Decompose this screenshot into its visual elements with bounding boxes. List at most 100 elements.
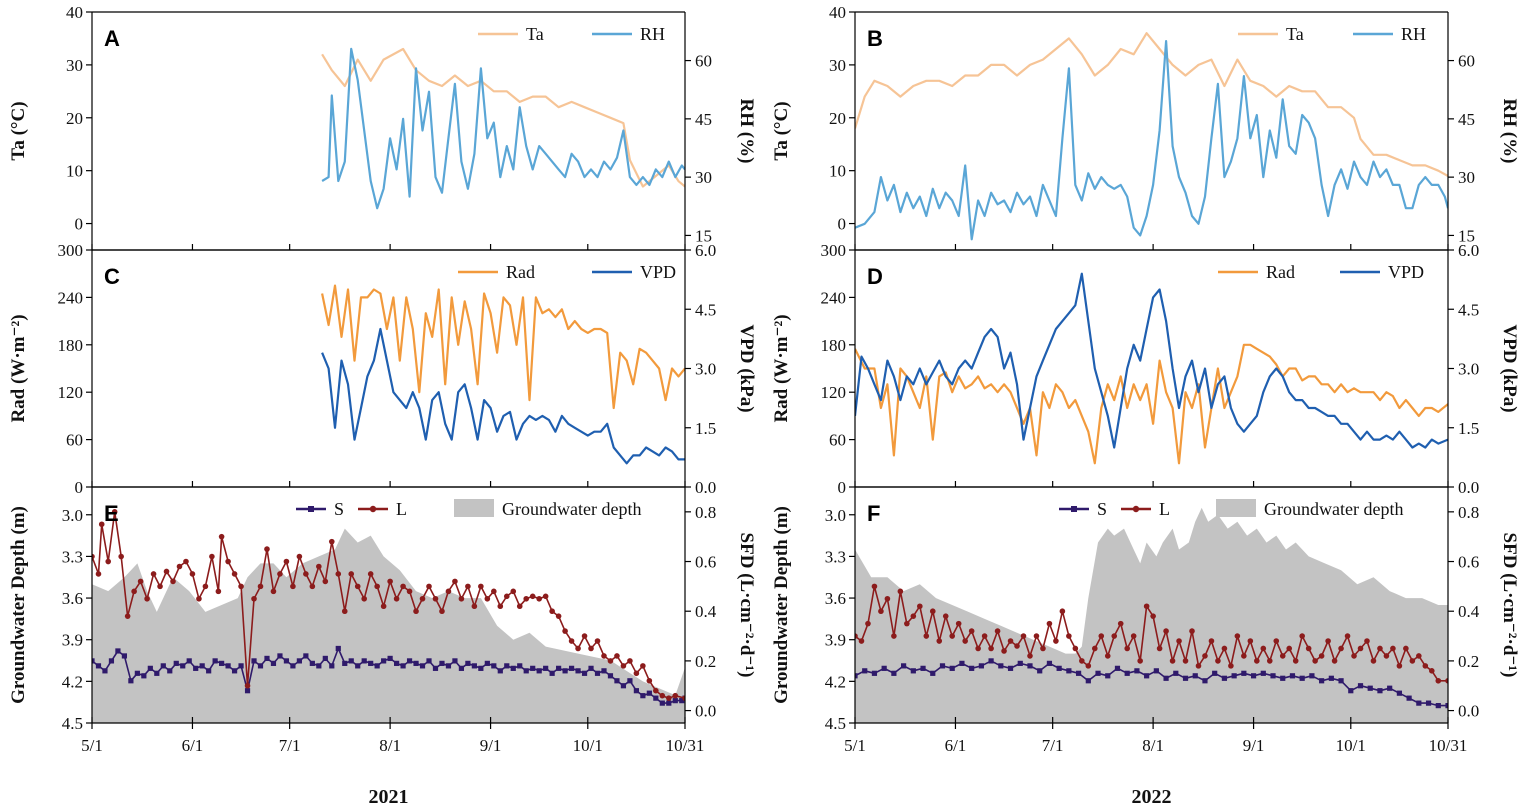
legend-label-s-E: S bbox=[334, 499, 344, 519]
series-s-point-E-46 bbox=[387, 655, 393, 662]
left-tick-label-F-5: 4.5 bbox=[825, 714, 846, 733]
series-s-point-F-8 bbox=[930, 670, 936, 676]
series-s-point-E-84 bbox=[633, 688, 639, 694]
series-s-point-F-55 bbox=[1387, 685, 1393, 691]
series-l-point-F-83 bbox=[1390, 645, 1396, 652]
series-s-point-E-59 bbox=[471, 663, 477, 669]
series-s-point-E-31 bbox=[290, 663, 296, 669]
right-tick-label-C-0: 0.0 bbox=[695, 478, 716, 497]
right-tick-label-A-1: 30 bbox=[695, 168, 712, 187]
x-tick-label-0-4: 9/1 bbox=[480, 736, 502, 755]
series-l-point-F-35 bbox=[1079, 658, 1085, 664]
legend-label-s-F: S bbox=[1097, 499, 1107, 519]
left-tick-label-D-2: 120 bbox=[821, 383, 847, 402]
series-s-point-E-88 bbox=[659, 700, 665, 706]
series-l-point-E-62 bbox=[484, 595, 491, 602]
series-s-point-E-49 bbox=[406, 658, 413, 664]
right-axis-label-D: VPD (kPa) bbox=[1499, 324, 1520, 412]
legend-swatch-groundwater-depth-E bbox=[454, 499, 494, 517]
series-s-point-E-8 bbox=[141, 673, 147, 679]
right-tick-label-A-3: 60 bbox=[695, 52, 712, 71]
series-s-point-E-37 bbox=[329, 663, 335, 669]
series-l-point-F-34 bbox=[1072, 645, 1079, 652]
series-s-point-F-58 bbox=[1416, 700, 1422, 706]
series-s-point-E-14 bbox=[180, 663, 186, 669]
series-s-point-E-66 bbox=[517, 663, 523, 669]
series-s-point-E-42 bbox=[361, 658, 367, 664]
panel-B: 0 10 20 30 40 15 30 45 60 Ta (°C) RH (%) B Ta RH bbox=[771, 3, 1520, 251]
series-l-point-E-55 bbox=[439, 608, 445, 615]
left-tick-label-E-1: 3.3 bbox=[62, 547, 83, 566]
series-l-point-F-2 bbox=[865, 620, 871, 627]
series-s-point-F-23 bbox=[1075, 670, 1082, 676]
left-tick-label-B-4: 40 bbox=[829, 3, 846, 22]
series-s-point-E-89 bbox=[666, 700, 672, 706]
series-l-point-F-14 bbox=[942, 613, 949, 619]
series-s-point-E-58 bbox=[465, 660, 471, 666]
left-tick-label-C-1: 60 bbox=[66, 431, 83, 450]
series-l-point-F-1 bbox=[858, 638, 865, 644]
series-s-point-E-90 bbox=[672, 698, 678, 704]
series-l-point-F-44 bbox=[1137, 658, 1143, 664]
left-tick-label-D-3: 180 bbox=[821, 336, 847, 355]
left-tick-label-B-0: 0 bbox=[838, 215, 847, 234]
series-l-point-F-11 bbox=[923, 633, 930, 639]
plot-area-B bbox=[855, 32, 1448, 241]
series-l-point-E-40 bbox=[341, 608, 348, 615]
series-s-point-E-53 bbox=[432, 665, 439, 671]
series-s-point-F-43 bbox=[1270, 673, 1276, 679]
series-l-point-E-46 bbox=[380, 603, 387, 610]
left-tick-label-C-4: 240 bbox=[58, 288, 84, 307]
right-axis-label-F: SFD (L·cm⁻²·d⁻¹) bbox=[1499, 533, 1520, 678]
left-axis-label-F: Groundwater Depth (m) bbox=[771, 506, 792, 704]
left-tick-label-C-0: 0 bbox=[75, 478, 84, 497]
series-l-point-F-90 bbox=[1435, 677, 1442, 684]
series-l-point-E-90 bbox=[665, 695, 672, 701]
series-l-point-E-52 bbox=[419, 595, 426, 602]
series-l-point-F-57 bbox=[1221, 645, 1228, 652]
series-l-point-F-64 bbox=[1266, 658, 1273, 664]
panel-F: 3.0 3.3 3.6 3.9 4.2 4.5 0.0 0.2 0.4 0.6 0.8 Groundw… bbox=[771, 486, 1520, 733]
panel-D: 0 60 120 180 240 300 0.0 1.5 3.0 4.5 6.0 Rad (W·m⁻²… bbox=[771, 241, 1520, 497]
series-l-point-F-49 bbox=[1169, 658, 1176, 664]
series-s-point-F-27 bbox=[1114, 665, 1121, 671]
series-s-point-F-7 bbox=[920, 665, 926, 671]
series-l-point-E-66 bbox=[510, 588, 517, 595]
right-tick-label-B-2: 45 bbox=[1458, 110, 1475, 129]
series-s-point-E-30 bbox=[283, 658, 290, 664]
left-axis-label-D: Rad (W·m⁻²) bbox=[771, 314, 792, 422]
series-l-point-E-7 bbox=[131, 588, 137, 595]
series-s-point-E-47 bbox=[394, 660, 400, 666]
series-l-point-F-67 bbox=[1286, 645, 1293, 652]
left-tick-label-F-4: 4.2 bbox=[825, 672, 846, 691]
left-tick-label-D-1: 60 bbox=[829, 431, 846, 450]
series-l-point-E-11 bbox=[157, 583, 163, 590]
series-l-point-E-51 bbox=[413, 608, 419, 615]
series-l-point-E-59 bbox=[465, 583, 471, 590]
left-tick-label-C-5: 300 bbox=[58, 241, 84, 260]
series-l-point-E-36 bbox=[316, 563, 322, 570]
series-s-point-F-2 bbox=[871, 670, 878, 676]
series-l-point-F-41 bbox=[1117, 620, 1124, 627]
series-l-point-F-86 bbox=[1409, 658, 1416, 664]
series-l-point-E-2 bbox=[98, 521, 105, 528]
left-tick-label-E-2: 3.6 bbox=[62, 589, 83, 608]
series-s-point-E-29 bbox=[277, 653, 283, 659]
right-axis-label-C: VPD (kPa) bbox=[736, 324, 757, 412]
series-l-point-E-69 bbox=[529, 593, 536, 600]
series-l-point-E-63 bbox=[491, 588, 497, 595]
series-s-point-F-0 bbox=[855, 673, 858, 679]
series-l-point-E-26 bbox=[251, 595, 257, 602]
series-l-point-F-73 bbox=[1325, 638, 1331, 644]
series-s-point-E-21 bbox=[225, 663, 231, 669]
series-l-point-E-30 bbox=[277, 571, 283, 577]
series-l-point-E-0 bbox=[92, 553, 95, 560]
series-l-point-E-45 bbox=[374, 583, 380, 590]
series-s-point-E-27 bbox=[264, 655, 270, 662]
series-s-point-F-38 bbox=[1221, 675, 1228, 681]
series-s-point-E-63 bbox=[497, 668, 503, 674]
series-l-point-F-6 bbox=[891, 633, 897, 639]
series-s-point-E-77 bbox=[588, 665, 594, 671]
series-l-point-E-14 bbox=[176, 563, 183, 570]
series-l-point-E-88 bbox=[653, 687, 659, 694]
